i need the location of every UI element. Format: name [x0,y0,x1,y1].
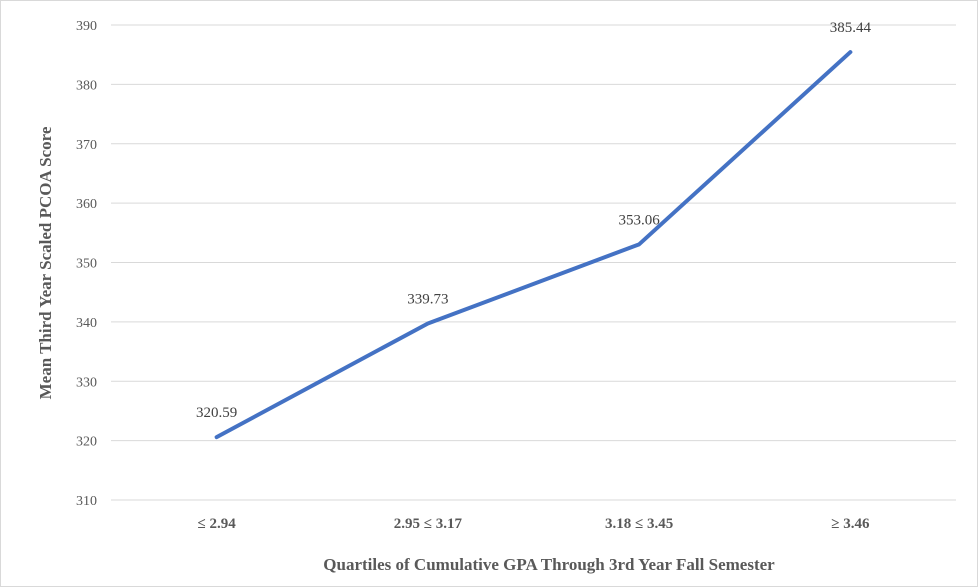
data-label: 320.59 [196,405,237,421]
y-axis-ticks: 310 320 330 340 350 360 370 380 390 [76,19,97,509]
y-tick-label: 390 [76,19,97,34]
data-label: 339.73 [407,291,448,307]
series-line [214,50,853,440]
y-tick-label: 360 [76,197,97,212]
y-tick-label: 350 [76,257,97,272]
x-axis-ticks: ≤ 2.94 2.95 ≤ 3.17 3.18 ≤ 3.45 ≥ 3.46 [198,516,870,532]
data-label: 385.44 [830,20,872,36]
data-labels: 320.59 339.73 353.06 385.44 [196,20,872,421]
y-tick-label: 340 [76,316,97,331]
series-layer [214,50,853,440]
x-tick-label: ≥ 3.46 [831,516,870,532]
y-tick-label: 380 [76,78,97,93]
gridlines [111,24,956,501]
y-tick-label: 320 [76,435,97,450]
x-axis-title: Quartiles of Cumulative GPA Through 3rd … [323,555,775,574]
y-tick-label: 330 [76,375,97,390]
x-tick-label: 3.18 ≤ 3.45 [605,516,673,532]
y-tick-label: 310 [76,494,97,509]
y-tick-label: 370 [76,138,97,153]
x-tick-label: ≤ 2.94 [198,516,237,532]
data-label: 353.06 [619,212,661,228]
x-tick-label: 2.95 ≤ 3.17 [394,516,463,532]
y-axis-title: Mean Third Year Scaled PCOA Score [36,126,55,399]
